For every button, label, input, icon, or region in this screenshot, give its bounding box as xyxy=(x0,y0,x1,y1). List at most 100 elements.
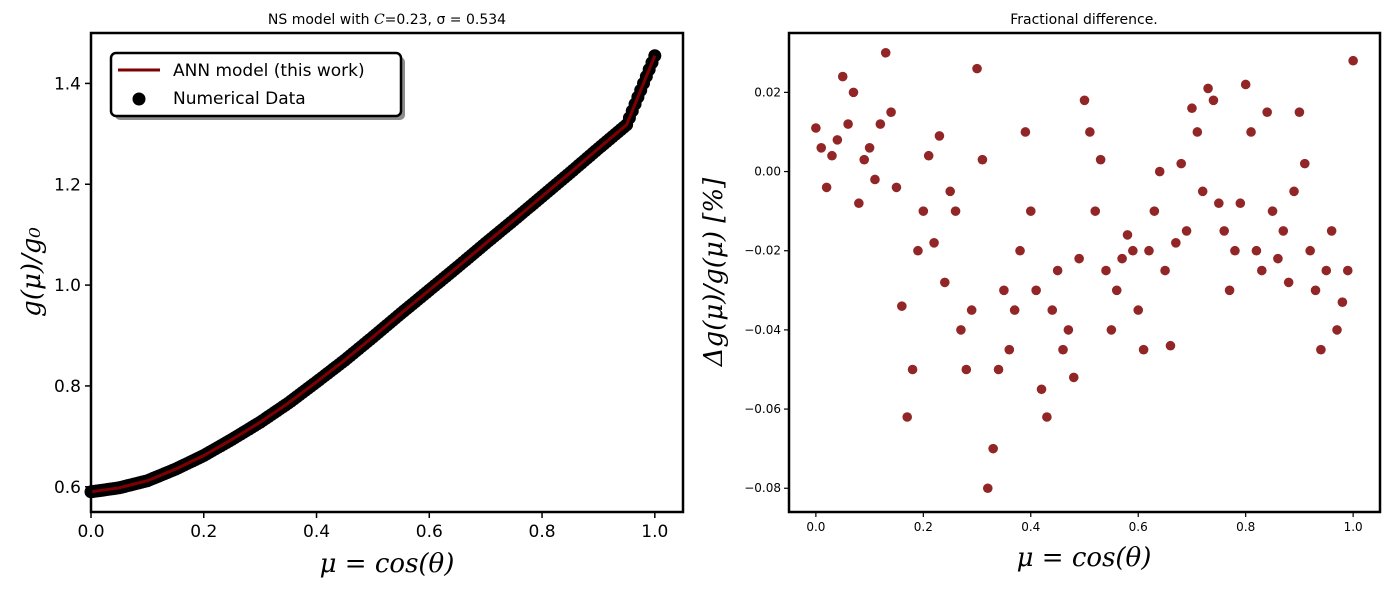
fractional-difference-point xyxy=(1101,265,1111,276)
fractional-difference-point xyxy=(1342,265,1353,276)
fractional-difference-point xyxy=(993,364,1004,375)
fractional-difference-point xyxy=(1246,127,1256,137)
left-axis-ticks: 0.0 0.2 0.4 0.6 0.8 1.0 0.6 0.8 1.0 1.2 1.4 xyxy=(54,74,668,542)
left-y-tick-label: 1.4 xyxy=(54,74,81,94)
fractional-difference-point xyxy=(934,131,945,141)
fractional-difference-point xyxy=(1047,305,1058,315)
fractional-difference-point xyxy=(923,150,934,161)
fractional-difference-point xyxy=(982,483,993,494)
fractional-difference-point xyxy=(950,206,961,216)
fractional-difference-point xyxy=(929,238,939,248)
fractional-difference-point xyxy=(832,135,843,145)
fractional-difference-point xyxy=(1299,158,1310,169)
right-y-tick-label: 0.02 xyxy=(754,85,781,99)
fractional-difference-point xyxy=(1230,245,1240,256)
fractional-difference-point xyxy=(1095,154,1106,165)
fractional-difference-point xyxy=(1009,305,1020,315)
fractional-difference-point xyxy=(972,63,982,74)
right-y-tick-label: −0.02 xyxy=(744,244,781,258)
fractional-difference-point xyxy=(902,412,912,422)
fractional-difference-point xyxy=(1348,55,1358,66)
left-legend: ANN model (this work) Numerical Data xyxy=(109,51,405,120)
fractional-difference-point xyxy=(1310,285,1321,296)
fractional-difference-point xyxy=(1058,344,1068,355)
right-x-tick-label: 0.8 xyxy=(1236,520,1255,534)
fractional-difference-point xyxy=(1165,340,1176,351)
fractional-difference-point xyxy=(1337,297,1348,307)
fractional-difference-point xyxy=(816,143,827,153)
fractional-difference-point xyxy=(1187,103,1197,114)
fractional-difference-point xyxy=(1316,344,1326,355)
left-chart: NS model with C=0.23, σ = 0.534 0.0 0.2 0.… xyxy=(17,12,685,579)
fractional-difference-point xyxy=(1128,245,1138,256)
fractional-difference-point xyxy=(1273,253,1283,264)
fractional-difference-point xyxy=(1283,277,1294,288)
fractional-difference-point xyxy=(821,182,832,193)
ann-model-line xyxy=(90,55,657,494)
fractional-difference-point xyxy=(1219,226,1229,236)
fractional-difference-point xyxy=(1262,107,1272,117)
fractional-difference-point xyxy=(1090,206,1101,216)
fractional-difference-point xyxy=(1117,253,1127,264)
legend-label-ann-model: ANN model (this work) xyxy=(173,61,365,81)
right-axis-ticks: 0.0 0.2 0.4 0.6 0.8 1.0 0.02 0.00 −0.02 −0.04 −0.0… xyxy=(744,85,1362,534)
fractional-difference-point xyxy=(1042,412,1052,422)
fractional-difference-point xyxy=(897,301,907,311)
fractional-difference-point xyxy=(837,71,848,82)
fractional-difference-point xyxy=(864,143,875,153)
fractional-difference-point xyxy=(854,198,864,209)
fractional-difference-point xyxy=(1235,198,1246,209)
fractional-difference-point xyxy=(1224,285,1235,296)
right-plot-frame xyxy=(787,31,1382,514)
fractional-difference-point xyxy=(1144,245,1154,256)
fractional-difference-point xyxy=(1106,325,1117,335)
numerical-data-point xyxy=(648,49,662,63)
fractional-difference-point xyxy=(1133,305,1144,315)
fractional-difference-point xyxy=(956,325,966,335)
fractional-difference-point xyxy=(1321,265,1332,276)
right-x-tick-label: 1.0 xyxy=(1344,520,1363,534)
fractional-difference-point xyxy=(907,364,918,375)
left-y-tick-label: 1.0 xyxy=(54,276,81,296)
right-y-axis-label: Δg(μ)/g(μ) [%] xyxy=(699,177,729,367)
right-x-tick-label: 0.2 xyxy=(914,520,933,534)
fractional-difference-point xyxy=(977,154,988,165)
fractional-difference-point xyxy=(1197,186,1208,197)
left-y-tick-label: 1.2 xyxy=(54,175,81,195)
fractional-difference-point xyxy=(870,174,880,185)
fractional-difference-point xyxy=(880,47,891,58)
fractional-difference-point xyxy=(1326,226,1337,236)
fractional-difference-point xyxy=(1052,265,1063,276)
fractional-difference-point xyxy=(1181,226,1192,236)
fractional-difference-point xyxy=(1079,95,1090,106)
left-chart-title: NS model with C=0.23, σ = 0.534 xyxy=(268,12,506,28)
fractional-difference-point xyxy=(988,443,998,454)
left-x-axis-label: μ = cos(θ) xyxy=(320,549,455,579)
left-x-tick-label: 0.6 xyxy=(416,522,443,542)
fractional-difference-point xyxy=(1257,265,1267,276)
fractional-difference-point xyxy=(1160,265,1170,276)
fractional-difference-point xyxy=(1176,158,1187,169)
legend-box xyxy=(109,51,403,118)
fractional-difference-point xyxy=(1138,344,1149,355)
fractional-difference-point xyxy=(1036,384,1047,395)
right-x-tick-label: 0.6 xyxy=(1129,520,1148,534)
fractional-difference-point xyxy=(961,364,972,375)
fractional-difference-point xyxy=(1294,107,1305,117)
fractional-difference-point xyxy=(1025,206,1036,216)
left-x-tick-label: 0.8 xyxy=(529,522,556,542)
fractional-difference-point xyxy=(886,107,896,117)
fractional-difference-point xyxy=(1074,253,1084,264)
left-y-tick-label: 0.6 xyxy=(54,478,81,498)
fractional-difference-point xyxy=(1031,285,1041,296)
legend-marker-swatch xyxy=(132,92,146,106)
left-y-axis-label: g(μ)/g₀ xyxy=(17,227,47,317)
fractional-difference-point xyxy=(891,182,902,193)
fractional-difference-point xyxy=(1267,206,1278,216)
fractional-difference-point xyxy=(848,87,859,98)
fractional-difference-point xyxy=(1278,226,1289,236)
right-data-marks xyxy=(811,47,1358,494)
right-x-tick-label: 0.0 xyxy=(806,520,825,534)
fractional-difference-point xyxy=(1111,285,1122,296)
left-data-marks xyxy=(84,49,662,499)
